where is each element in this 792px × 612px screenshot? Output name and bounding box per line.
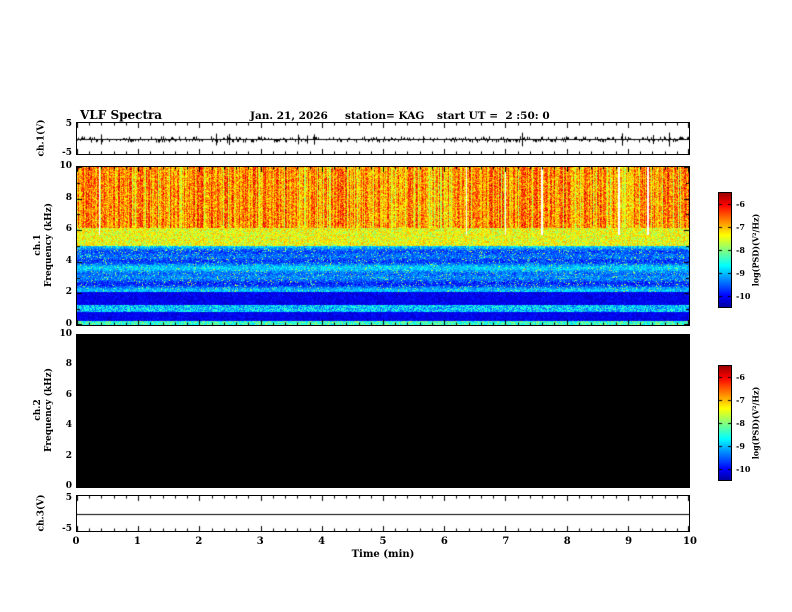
figure-station: station= KAG [345,110,425,122]
x-tick-label: 4 [318,536,326,547]
colorbar-2 [718,365,732,481]
ch2-frequency-axis-label: ch.2 Frequency (kHz) [33,368,55,452]
colorbar-1-tick-label: -6 [736,198,745,209]
colorbar-2-tick-label: -6 [736,371,745,382]
ch1_spec_y-tick-label: 2 [65,287,72,298]
ch1-frequency-axis-label-line2: Frequency (kHz) [44,202,54,288]
x-tick-label: 6 [440,536,448,547]
figure-start-ut: start UT = 2 :50: 0 [437,110,550,122]
colorbar-1-canvas [719,193,731,307]
colorbar-1-tick-label: -8 [736,245,745,255]
x-axis-title: Time (min) [351,549,415,560]
ch1-spectrogram-panel [76,166,690,326]
figure-title: VLF Spectra [80,108,163,122]
colorbar-1-tick-label: -7 [736,221,745,232]
colorbar-2-tick-label: -7 [736,394,745,405]
x-tick-label: 3 [256,536,264,547]
ch2_spec_y-tick-label: 10 [59,329,72,339]
ch1_spec_y-tick-label: 8 [65,192,72,203]
x-tick-label: 5 [379,536,387,547]
ch3_wave_y-tick-label: 5 [65,493,72,503]
ch3-waveform-panel [76,495,690,532]
colorbar-2-tick-label: -9 [736,441,745,452]
colorbar-2-tick-label: -8 [736,418,745,428]
colorbar-2-canvas [719,366,731,480]
ch2_spec_y-tick-label: 2 [65,450,72,461]
colorbar-1-tick-label: -9 [736,268,745,279]
colorbar-1-tick-label: -10 [736,291,751,302]
x-tick-label: 7 [502,536,510,547]
ch2_spec_y-tick-label: 6 [65,389,72,400]
ch1_spec_y-tick-label: 6 [65,224,72,235]
x-tick-label: 0 [72,536,80,547]
ch2-frequency-axis-label-line1: ch.2 [33,399,43,421]
ch1-spectrogram-canvas [77,167,689,325]
x-tick-label: 10 [683,536,697,547]
ch1-frequency-axis-label-line1: ch.1 [33,234,43,256]
ch2-spectrogram-panel [76,334,690,488]
ch3-voltage-axis-label: ch.3(V) [36,494,47,532]
x-tick-label: 1 [133,536,141,547]
ch1-frequency-axis-label: ch.1 Frequency (kHz) [33,203,55,287]
x-tick-label: 9 [625,536,633,547]
ch1_wave_y-tick-label: -5 [62,148,72,158]
ch1_spec_y-tick-label: 4 [65,255,72,266]
ch3_wave_y-tick-label: -5 [62,524,72,534]
ch1-voltage-axis-label: ch.1(V) [36,119,47,157]
ch2_spec_y-tick-label: 8 [65,359,72,370]
ch2_spec_y-tick-label: 0 [65,481,72,491]
ch1_spec_y-tick-label: 0 [65,319,72,329]
ch2_spec_y-tick-label: 4 [65,420,72,431]
ch2-frequency-axis-label-line2: Frequency (kHz) [44,367,54,453]
colorbar-2-label: log(PSD)(V²/Hz) [750,386,761,460]
ch3-waveform-canvas [77,496,689,531]
ch1_wave_y-tick-label: 5 [65,119,72,129]
figure-date: Jan. 21, 2026 [250,110,328,122]
ch2-spectrogram-canvas [77,335,689,487]
ch1_spec_y-tick-label: 10 [59,161,72,171]
colorbar-1 [718,192,732,308]
x-tick-label: 8 [563,536,571,547]
ch1-waveform-canvas [77,123,689,154]
colorbar-1-label: log(PSD)(V²/Hz) [750,213,761,287]
ch1-waveform-panel [76,122,690,155]
x-tick-label: 2 [195,536,203,547]
colorbar-2-tick-label: -10 [736,464,751,475]
